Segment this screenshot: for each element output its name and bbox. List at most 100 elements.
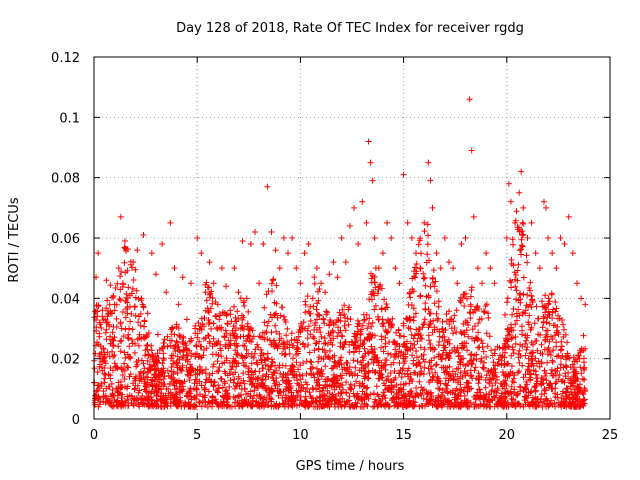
data-point [247,241,254,248]
data-point [260,241,267,248]
data-point [171,265,178,272]
data-point [429,204,436,211]
data-point [369,177,376,184]
data-point [115,265,122,272]
data-point [392,265,399,272]
data-point [130,259,137,266]
data-point [474,265,481,272]
x-tick-label: 25 [602,428,619,443]
data-point [231,265,238,272]
data-point [272,247,279,254]
data-point [313,265,320,272]
data-point [293,265,300,272]
data-point [561,241,568,248]
data-point [379,250,386,257]
data-point [524,235,531,241]
data-point [516,189,523,196]
data-point [159,241,166,248]
y-tick-label: 0.02 [51,353,80,368]
data-point [470,213,477,220]
data-point [400,171,407,178]
data-points [91,96,589,410]
data-point [330,259,337,266]
data-point [223,283,230,290]
data-point [210,280,217,287]
data-point [95,250,102,257]
data-point [227,307,234,314]
data-point [536,265,543,272]
data-point [198,250,205,257]
data-point [462,235,469,241]
data-point [163,289,170,296]
data-point [101,370,108,377]
data-point [144,310,151,317]
data-point [355,241,362,248]
data-point [202,289,209,296]
data-point [540,198,547,205]
data-point [268,228,275,235]
data-point [518,168,525,175]
data-point [192,325,199,332]
data-point [446,259,453,266]
data-point [111,301,118,308]
data-point [367,159,374,166]
y-axis: 0 0.02 0.04 0.06 0.08 0.1 0.12 [51,51,610,428]
scatter-density-texture [91,208,589,410]
data-point [487,265,494,272]
data-point [512,219,519,226]
data-point [326,271,333,278]
data-point [167,219,174,226]
x-tick-label: 15 [395,428,412,443]
data-point [305,241,312,248]
data-point [264,183,271,190]
data-point [427,177,434,184]
data-point [126,325,133,332]
data-point [301,250,308,257]
data-point [491,280,498,287]
data-point [412,250,419,257]
data-point [140,231,147,238]
x-tick-label: 20 [499,428,516,443]
data-point [433,250,440,257]
data-point [342,259,349,266]
data-point [505,180,512,187]
data-point [507,198,514,205]
data-point [119,280,126,287]
y-tick-label: 0.08 [51,172,80,187]
data-point [375,265,382,272]
data-point [565,213,572,220]
data-point [408,235,415,241]
data-point [322,289,329,296]
data-point [384,219,391,226]
data-point [183,316,190,323]
data-point [179,274,186,281]
x-axis-label: GPS time / hours [296,459,405,474]
data-point [351,204,358,211]
data-point [388,235,395,241]
data-point [318,280,325,287]
data-point [154,331,161,338]
data-point [363,219,370,226]
x-tick-label: 0 [90,428,98,443]
y-axis-label: ROTI / TECUs [7,197,22,282]
y-tick-label: 0 [72,413,80,428]
data-point [338,235,345,241]
y-tick-label: 0.12 [51,51,80,66]
data-point [107,340,114,347]
chart-title: Day 128 of 2018, Rate Of TEC Index for r… [176,21,524,36]
data-point [532,250,539,257]
data-point [371,235,378,241]
x-axis: 0 5 10 15 20 25 [90,57,618,443]
data-point [404,219,411,226]
data-point [520,204,527,211]
data-point [573,280,580,287]
data-point [466,96,473,103]
data-point [148,250,155,257]
data-point [578,295,585,302]
data-point [346,222,353,229]
data-point [206,259,213,266]
y-tick-label: 0.06 [51,232,80,247]
data-point [437,265,444,272]
data-point [218,265,225,272]
data-point [251,228,258,235]
